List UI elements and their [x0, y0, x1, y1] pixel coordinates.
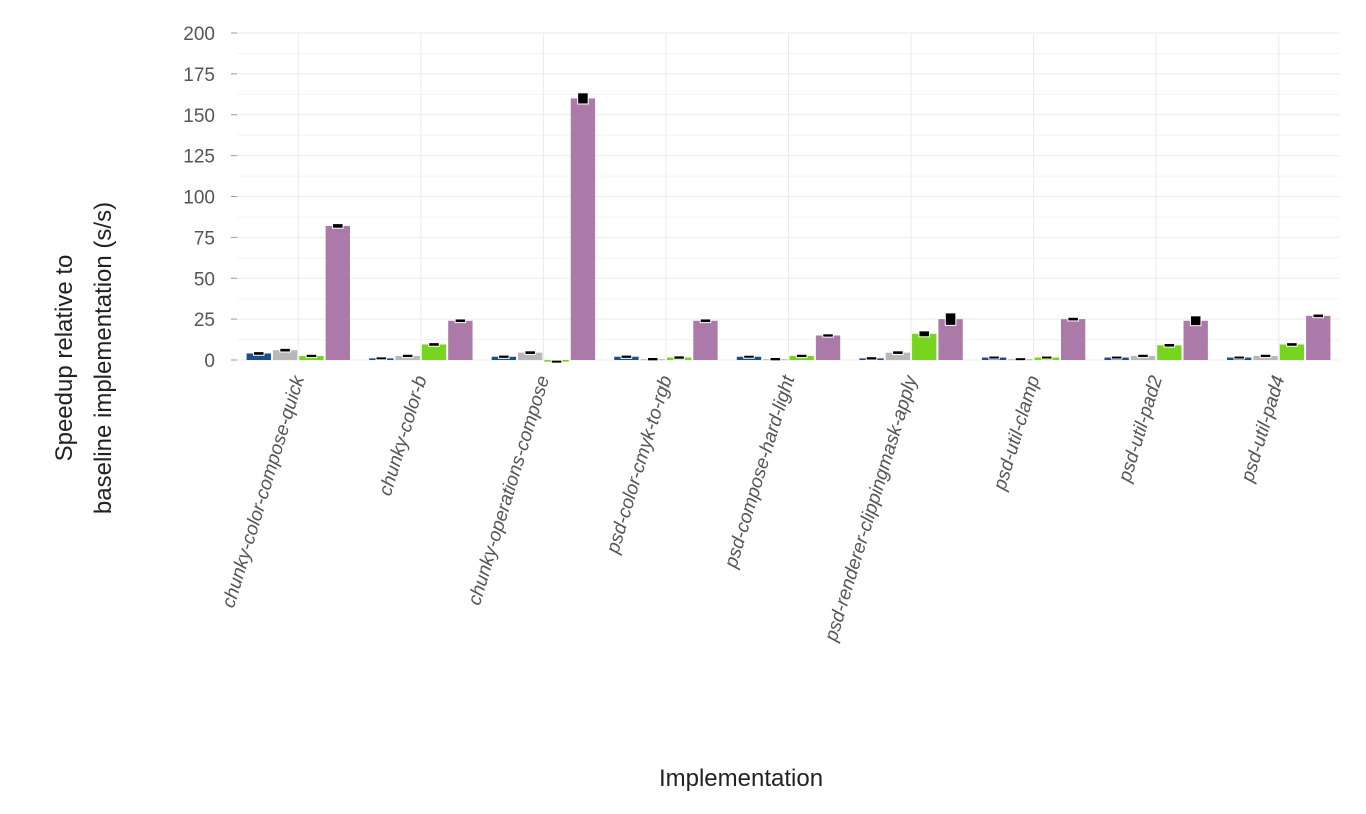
y-tick-label: 50 [194, 269, 215, 290]
y-tick-label: 150 [183, 106, 215, 127]
error-bar [252, 351, 265, 356]
error-bar [1189, 315, 1202, 327]
error-bar [1137, 353, 1149, 359]
error-bar [743, 354, 755, 359]
x-category-label: psd-util-clamp [989, 373, 1044, 493]
bar [938, 319, 963, 360]
x-category-label: psd-util-pad4 [1237, 373, 1289, 485]
error-bar [498, 354, 510, 359]
error-bar [769, 357, 782, 362]
error-bar [918, 330, 931, 338]
error-bar [865, 356, 878, 361]
error-bar [1163, 342, 1176, 348]
y-tick-label: 100 [183, 188, 215, 209]
error-bar [401, 353, 414, 359]
x-category-label: chunky-color-compose-quick [218, 372, 309, 610]
error-bar [988, 355, 1000, 360]
y-axis-title-line2: baseline implementation (s/s) [90, 202, 117, 514]
error-bar [1067, 316, 1079, 322]
bar [518, 352, 543, 360]
error-bar [1110, 355, 1123, 360]
y-axis-ticks: 0 25 50 75 100 125 150 175 200 [183, 24, 237, 372]
y-tick-label: 200 [183, 24, 215, 45]
error-bar [1286, 342, 1298, 347]
x-category-label: chunky-color-b [375, 373, 431, 498]
error-bar [550, 359, 563, 364]
error-bar [892, 350, 904, 355]
x-category-label: psd-renderer-clippingmask-apply [821, 372, 923, 645]
error-bar [646, 357, 659, 362]
bar [1157, 345, 1182, 360]
error-bar [944, 312, 957, 326]
error-bar [1041, 355, 1053, 360]
bar [246, 353, 271, 360]
error-bar [1312, 313, 1325, 319]
error-bar [428, 342, 440, 347]
error-bar [1233, 355, 1245, 360]
error-bar [822, 333, 834, 338]
bar [693, 320, 718, 360]
bar [1060, 319, 1086, 360]
x-category-label: psd-compose-hard-light [721, 373, 800, 572]
x-category-label: psd-util-pad2 [1114, 373, 1167, 486]
y-tick-label: 25 [194, 310, 215, 331]
y-tick-label: 75 [194, 228, 215, 249]
bar [885, 352, 911, 360]
x-axis-categories: chunky-color-compose-quick chunky-color-b… [218, 372, 1289, 645]
error-bar [524, 350, 536, 355]
error-bar [1259, 353, 1272, 359]
bars [246, 92, 1331, 364]
y-tick-label: 0 [204, 351, 215, 372]
bar [1306, 315, 1331, 360]
y-axis-title-line1: Speedup relative to [51, 255, 78, 462]
error-bar [375, 356, 388, 361]
bar [421, 344, 447, 360]
gridlines [237, 32, 1340, 361]
x-axis-title: Implementation [659, 765, 823, 792]
error-bar [332, 223, 344, 229]
bar [1183, 320, 1208, 360]
bar [448, 320, 473, 360]
error-bar [699, 318, 712, 324]
x-category-label: chunky-operations-compose [464, 373, 554, 607]
error-bar [305, 353, 318, 359]
y-tick-label: 175 [183, 65, 215, 86]
bar [570, 98, 596, 361]
bar [272, 350, 298, 360]
error-bar [795, 353, 808, 359]
error-bar [620, 354, 633, 359]
bar [815, 335, 841, 360]
error-bar [673, 355, 685, 360]
bar [912, 333, 937, 360]
y-tick-label: 125 [183, 147, 215, 168]
bar [325, 225, 350, 360]
bar [1279, 344, 1305, 360]
error-bar [279, 347, 291, 353]
error-bar [1014, 357, 1027, 362]
x-category-label: psd-color-cmyk-to-rgb [602, 373, 676, 556]
error-bar [454, 318, 467, 324]
error-bar [577, 92, 589, 105]
